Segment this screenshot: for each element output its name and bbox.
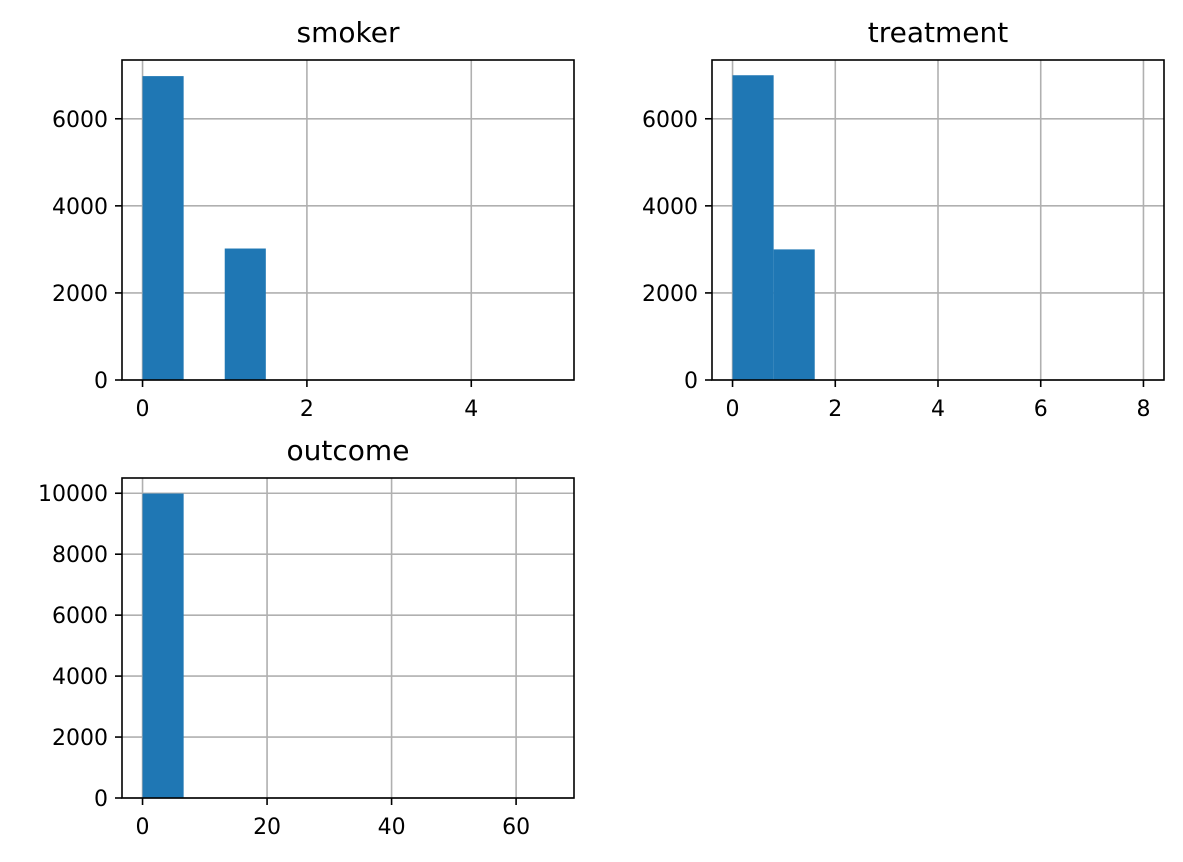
y-tick-label: 4000 (52, 195, 108, 220)
y-tick-label: 4000 (642, 195, 698, 220)
y-tick-label: 10000 (38, 482, 108, 507)
y-tick-label: 2000 (52, 726, 108, 751)
subplot-title: outcome (287, 434, 410, 467)
histogram-bar (773, 249, 815, 380)
x-tick-label: 6 (1034, 397, 1048, 422)
y-tick-label: 6000 (52, 108, 108, 133)
histogram-bar (732, 75, 774, 380)
x-tick-label: 0 (136, 815, 150, 840)
axes-frame (121, 477, 575, 799)
x-tick-label: 60 (502, 815, 530, 840)
y-tick-label: 8000 (52, 543, 108, 568)
x-tick-label: 0 (726, 397, 740, 422)
x-tick-label: 20 (253, 815, 281, 840)
x-tick-label: 2 (300, 397, 314, 422)
y-tick-label: 4000 (52, 665, 108, 690)
y-tick-label: 2000 (52, 282, 108, 307)
subplot-title: treatment (868, 16, 1008, 49)
subplot-outcome: 0 20 40 60 0 2000 4000 6000 8000 10000 outcome (38, 434, 575, 840)
x-tick-label: 8 (1136, 397, 1150, 422)
x-tick-label: 0 (136, 397, 150, 422)
x-tick-label: 4 (464, 397, 478, 422)
y-tick-label: 6000 (52, 604, 108, 629)
x-tick-label: 40 (378, 815, 406, 840)
y-tick-label: 0 (94, 787, 108, 812)
subplot-title: smoker (297, 16, 400, 49)
y-tick-label: 0 (684, 369, 698, 394)
y-tick-label: 0 (94, 369, 108, 394)
x-tick-label: 4 (931, 397, 945, 422)
y-tick-label: 6000 (642, 108, 698, 133)
subplot-treatment: 0 2 4 6 8 0 2000 4000 6000 treatment (642, 16, 1165, 422)
x-tick-label: 2 (828, 397, 842, 422)
histogram-bar (142, 493, 184, 798)
histogram-bar (224, 248, 266, 380)
y-tick-label: 2000 (642, 282, 698, 307)
histogram-bar (142, 76, 184, 381)
axes-frame (121, 59, 575, 381)
subplot-smoker: 0 2 4 0 2000 4000 6000 smoker (52, 16, 575, 422)
